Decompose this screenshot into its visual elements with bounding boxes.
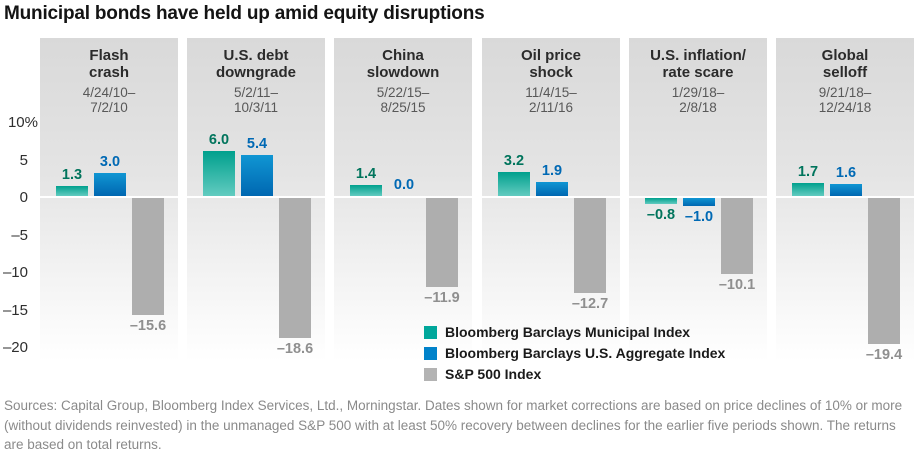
bar-value-label: –11.9: [424, 290, 460, 306]
bar-value-label: 1.7: [797, 164, 819, 180]
y-tick-label: 5: [19, 152, 28, 169]
legend-label: Bloomberg Barclays U.S. Aggregate Index: [445, 345, 726, 361]
bar-value-label: 1.9: [541, 163, 563, 179]
bar-sp500: [279, 198, 311, 338]
bar-value-label: 1.4: [355, 166, 377, 182]
bar-value-label: 3.0: [99, 154, 121, 170]
y-tick-label: –20: [2, 339, 28, 356]
event-dates-line: 10/3/11: [233, 100, 279, 115]
bar-value-label: –15.6: [129, 318, 167, 334]
legend-label: S&P 500 Index: [445, 366, 542, 382]
event-dates-line: 9/21/18–: [818, 85, 872, 100]
event-title-line: shock: [529, 64, 573, 81]
bar-municipal: [792, 183, 824, 196]
bar-municipal: [56, 186, 88, 196]
bar-municipal: [350, 185, 382, 196]
event-dates-line: 11/4/15–: [525, 85, 577, 100]
bar-aggregate: [830, 184, 862, 196]
bar-sp500: [868, 198, 900, 344]
zero-line: [629, 196, 767, 198]
event-title-line: Flash: [89, 47, 129, 64]
zero-line: [776, 196, 914, 198]
bar-aggregate: [683, 198, 715, 206]
bar-value-label: –12.7: [571, 296, 609, 312]
legend-swatch-municipal: [424, 325, 437, 339]
event-panel: Oil price shock 11/4/15– 2/11/16 3.2 1.9 –12.7: [482, 38, 620, 375]
legend-label: Bloomberg Barclays Municipal Index: [445, 324, 691, 340]
event-dates-line: 2/11/16: [528, 100, 574, 115]
bar-value-label: 1.6: [835, 165, 857, 181]
event-header: Global selloff 9/21/18– 12/24/18: [776, 47, 914, 115]
bar-sp500: [721, 198, 753, 274]
event-header: U.S. debt downgrade 5/2/11– 10/3/11: [187, 47, 325, 115]
event-dates-line: 5/2/11–: [233, 85, 279, 100]
y-tick-label: –15: [2, 302, 28, 319]
bar-municipal: [203, 151, 235, 196]
event-title-line: Global: [821, 47, 869, 64]
bar-aggregate: [536, 182, 568, 196]
bar-value-label: –0.8: [646, 207, 676, 223]
event-dates-line: 7/2/10: [90, 100, 128, 115]
bar-municipal: [498, 172, 530, 196]
event-title-line: U.S. inflation/: [650, 47, 746, 64]
zero-line: [482, 196, 620, 198]
y-tick-label: –10: [2, 264, 28, 281]
bar-sp500: [574, 198, 606, 293]
event-header: Flash crash 4/24/10– 7/2/10: [40, 47, 178, 115]
y-tick-label: 0: [19, 189, 28, 206]
event-header: Oil price shock 11/4/15– 2/11/16: [482, 47, 620, 115]
event-dates-line: 4/24/10–: [82, 85, 136, 100]
event-title-line: downgrade: [215, 64, 296, 81]
event-title-line: selloff: [822, 64, 868, 81]
bar-value-label: 1.3: [61, 167, 83, 183]
bar-aggregate: [241, 155, 273, 196]
legend-item: S&P 500 Index: [424, 366, 725, 382]
bar-sp500: [132, 198, 164, 315]
legend-swatch-sp500: [424, 367, 437, 381]
event-title-line: crash: [88, 64, 130, 81]
event-title-line: rate scare: [662, 64, 734, 81]
event-title-line: China: [382, 47, 424, 64]
event-dates-line: 12/24/18: [818, 100, 872, 115]
legend-item: Bloomberg Barclays U.S. Aggregate Index: [424, 345, 725, 361]
bar-aggregate: [94, 173, 126, 196]
bar-value-label: –10.1: [718, 277, 756, 293]
y-tick-label: 10%: [7, 114, 38, 131]
event-panel: U.S. inflation/rate scare 1/29/18– 2/8/18 –…: [629, 38, 767, 375]
event-panel: Global selloff 9/21/18– 12/24/18 1.7 1.6 –19.4: [776, 38, 914, 375]
event-header: China slowdown 5/22/15– 8/25/15: [334, 47, 472, 115]
bar-value-label: –19.4: [865, 347, 903, 363]
event-panel: U.S. debt downgrade 5/2/11– 10/3/11 6.0 5.4 –1…: [187, 38, 325, 375]
legend-item: Bloomberg Barclays Municipal Index: [424, 324, 725, 340]
event-title-line: U.S. debt: [223, 47, 289, 64]
bar-municipal: [645, 198, 677, 204]
source-note: Sources: Capital Group, Bloomberg Index …: [4, 398, 903, 452]
bar-value-label: –18.6: [276, 341, 314, 357]
bar-sp500: [426, 198, 458, 287]
bar-value-label: 6.0: [208, 132, 230, 148]
event-title-line: Oil price: [520, 47, 582, 64]
event-dates-line: 1/29/18–: [671, 85, 725, 100]
event-header: U.S. inflation/rate scare 1/29/18– 2/8/18: [629, 47, 767, 115]
bar-value-label: –1.0: [684, 209, 714, 225]
bar-value-label: 0.0: [393, 177, 415, 193]
event-dates-line: 5/22/15–: [376, 85, 430, 100]
event-dates-line: 8/25/15: [380, 100, 426, 115]
event-panel: China slowdown 5/22/15– 8/25/15 1.4 0.0 –11.9: [334, 38, 472, 375]
zero-line: [187, 196, 325, 198]
legend: Bloomberg Barclays Municipal Index Bloomb…: [424, 324, 725, 387]
event-dates-line: 2/8/18: [679, 100, 717, 115]
zero-line: [40, 196, 178, 198]
y-tick-label: –5: [11, 227, 28, 244]
chart-title: Municipal bonds have held up amid equity…: [4, 3, 485, 24]
event-title-line: slowdown: [366, 64, 440, 81]
zero-line: [334, 196, 472, 198]
bar-value-label: 3.2: [503, 153, 525, 169]
event-panel: Flash crash 4/24/10– 7/2/10 1.3 3.0 –15.6: [40, 38, 178, 375]
legend-swatch-aggregate: [424, 346, 437, 360]
bar-value-label: 5.4: [246, 136, 268, 152]
